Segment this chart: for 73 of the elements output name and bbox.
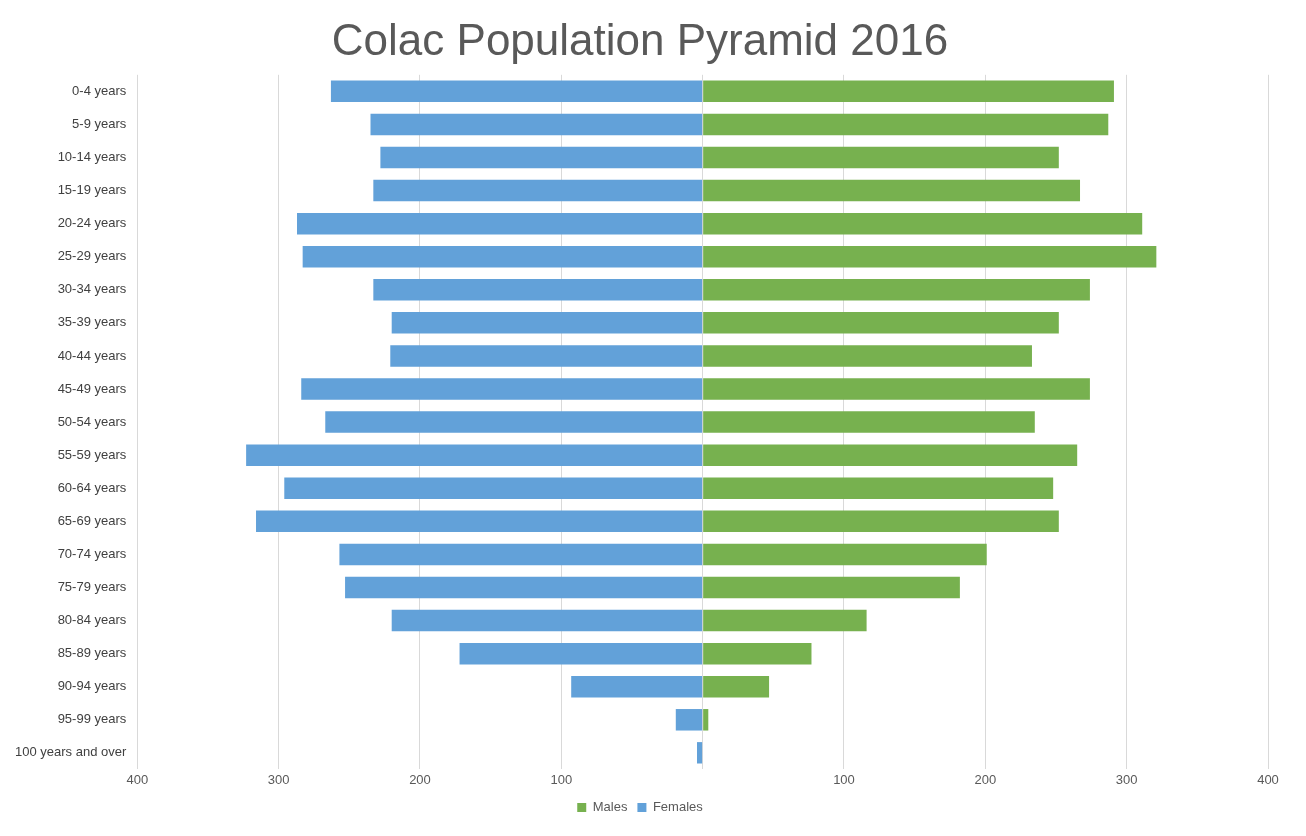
y-tick-label: 75-79 years [57, 579, 127, 595]
bar [703, 576, 960, 599]
y-tick-label: 5-9 years [72, 115, 127, 131]
bar [675, 709, 703, 731]
y-tick-label: 65-69 years [57, 512, 127, 528]
y-tick-label: 85-89 years [57, 645, 127, 661]
y-tick-label: 70-74 years [57, 545, 127, 561]
y-tick-label: 80-84 years [57, 612, 127, 628]
y-tick-label: 45-49 years [57, 380, 127, 396]
y-tick-label: 25-29 years [57, 248, 127, 264]
y-tick-label: 100 years and over [15, 744, 127, 760]
bar [391, 609, 703, 632]
chart-title: Colac Population Pyramid 2016 [331, 14, 949, 64]
bar [284, 477, 703, 499]
bar [339, 543, 703, 566]
bar [301, 378, 703, 400]
x-tick-label: 100 [550, 771, 573, 787]
y-tick-label: 0-4 years [72, 82, 127, 98]
bar [391, 312, 703, 334]
bar [703, 345, 1032, 367]
bar [703, 80, 1114, 103]
y-tick-label: 55-59 years [57, 446, 127, 462]
y-tick-label: 30-34 years [57, 281, 127, 297]
bar [703, 642, 812, 665]
x-tick-label: 100 [833, 771, 855, 787]
bar [373, 279, 703, 301]
x-tick-label: 200 [974, 771, 997, 787]
bar [703, 444, 1078, 466]
y-tick-label: 15-19 years [57, 182, 127, 198]
y-tick-label: 50-54 years [57, 413, 127, 429]
bar [703, 378, 1090, 400]
bar [696, 742, 703, 764]
bar [703, 179, 1081, 202]
bar [370, 113, 703, 136]
bar [703, 543, 987, 566]
legend-label: Females [652, 799, 704, 815]
bar [703, 279, 1090, 301]
y-tick-label: 35-39 years [57, 314, 127, 330]
bar [703, 510, 1059, 533]
x-tick-label: 300 [1115, 771, 1138, 787]
bar [330, 80, 703, 103]
x-tick-label: 400 [126, 771, 149, 787]
bar [459, 642, 703, 665]
bar [703, 212, 1143, 235]
x-tick-label: 200 [409, 771, 431, 787]
bar [345, 576, 703, 599]
bar [302, 245, 703, 268]
y-tick-label: 20-24 years [57, 215, 127, 231]
bar [703, 675, 770, 698]
bar [703, 146, 1059, 169]
bar [703, 709, 709, 731]
y-tick-label: 60-64 years [57, 479, 127, 495]
bar [703, 312, 1059, 334]
y-tick-label: 40-44 years [57, 347, 127, 363]
bar [325, 411, 703, 433]
bar [703, 245, 1157, 268]
y-tick-label: 95-99 years [57, 711, 127, 727]
bar [373, 179, 703, 202]
bar [256, 510, 703, 533]
bar [390, 345, 703, 367]
y-tick-label: 90-94 years [57, 678, 127, 694]
x-tick-label: 300 [267, 771, 290, 787]
bar [297, 212, 703, 235]
bar [571, 675, 703, 698]
y-tick-label: 10-14 years [57, 149, 127, 165]
bar [703, 477, 1054, 499]
bar [380, 146, 703, 169]
bar [703, 609, 867, 632]
bar [703, 411, 1035, 433]
bar [703, 113, 1109, 136]
x-tick-label: 400 [1257, 771, 1279, 787]
bar [246, 444, 703, 466]
legend-label: Males [592, 799, 628, 815]
